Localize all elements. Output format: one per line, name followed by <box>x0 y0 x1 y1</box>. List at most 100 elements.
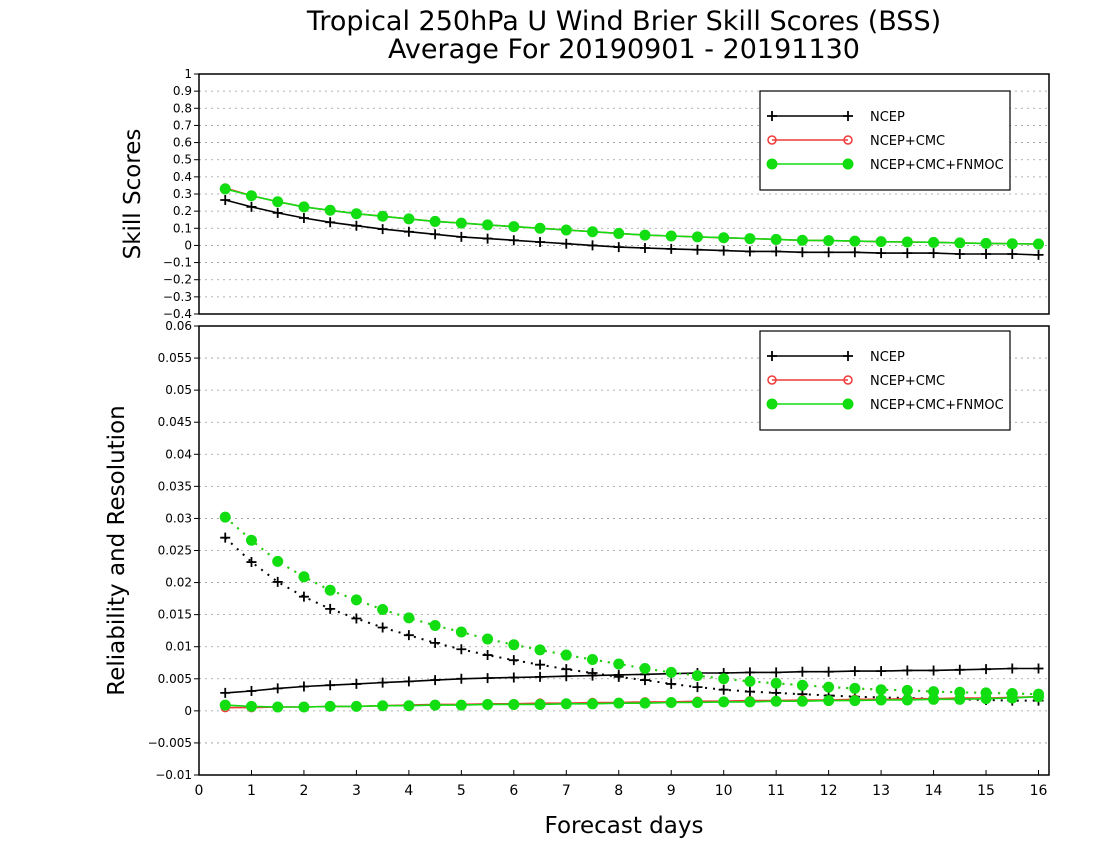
data-point-filled-circle <box>245 534 257 546</box>
data-point-filled-circle <box>823 681 835 693</box>
data-point-filled-circle <box>587 654 599 666</box>
data-point-filled-circle <box>403 700 415 712</box>
data-point-filled-circle <box>587 698 599 710</box>
data-point-filled-circle <box>482 698 494 710</box>
data-point-plus <box>823 666 834 677</box>
data-point-plus <box>849 666 860 677</box>
y-tick-label: 1 <box>184 67 192 81</box>
data-point-filled-circle <box>718 673 730 685</box>
data-point-filled-circle <box>842 398 854 410</box>
data-point-filled-circle <box>560 224 572 236</box>
data-point-plus <box>482 233 493 244</box>
x-tick-label: 5 <box>457 783 466 799</box>
data-point-filled-circle <box>377 604 389 616</box>
data-point-filled-circle <box>842 158 854 170</box>
data-point-plus <box>613 242 624 253</box>
data-point-filled-circle <box>298 571 310 583</box>
data-point-plus <box>1033 663 1044 674</box>
data-point-plus <box>246 557 257 568</box>
data-point-filled-circle <box>875 236 887 248</box>
data-point-filled-circle <box>403 612 415 624</box>
data-point-open-circle <box>843 375 853 385</box>
data-point-filled-circle <box>324 584 336 596</box>
chart-title-line2: Average For 20190901 - 20191130 <box>388 34 860 65</box>
data-point-plus <box>351 220 362 231</box>
y-tick-label: 0.4 <box>173 170 192 184</box>
y-tick-label: −0.01 <box>155 768 192 782</box>
data-point-plus <box>482 673 493 684</box>
y-tick-label: 0.005 <box>158 672 192 686</box>
data-point-plus <box>535 671 546 682</box>
data-point-plus <box>351 678 362 689</box>
data-point-plus <box>403 676 414 687</box>
y-tick-label: 0 <box>184 238 192 252</box>
data-point-filled-circle <box>613 697 625 709</box>
legend: NCEP NCEP+CMC NCEP+CMC+FNMOC <box>759 90 1011 191</box>
x-tick-label: 15 <box>977 783 995 799</box>
data-point-plus <box>876 248 887 259</box>
data-point-plus <box>981 664 992 675</box>
data-point-plus <box>767 111 777 121</box>
data-point-filled-circle <box>901 236 913 248</box>
y-tick-label: 0.8 <box>173 101 192 115</box>
data-point-plus <box>692 244 703 255</box>
data-point-filled-circle <box>272 555 284 567</box>
data-point-plus <box>403 630 414 641</box>
y-tick-label: 0.5 <box>173 153 192 167</box>
data-point-plus <box>246 201 257 212</box>
data-point-plus <box>220 195 231 205</box>
x-tick-label: 1 <box>247 783 256 799</box>
data-point-plus <box>430 637 441 648</box>
data-point-filled-circle <box>691 670 703 682</box>
data-point-filled-circle <box>766 158 778 170</box>
data-point-open-circle <box>767 135 777 145</box>
data-point-filled-circle <box>508 639 520 651</box>
data-point-plus <box>377 677 388 688</box>
data-point-filled-circle <box>665 230 677 242</box>
data-point-filled-circle <box>639 229 651 241</box>
data-point-plus <box>508 672 519 683</box>
x-tick-label: 6 <box>509 783 518 799</box>
data-point-filled-circle <box>954 237 966 249</box>
data-point-filled-circle <box>980 237 992 249</box>
data-point-plus <box>272 207 283 218</box>
series-ncep-cmc-fnmoc-dotted <box>219 511 1045 700</box>
x-axis-label: Forecast days <box>545 813 704 839</box>
data-point-filled-circle <box>219 699 231 711</box>
data-point-filled-circle <box>928 686 940 698</box>
data-point-filled-circle <box>350 594 362 606</box>
legend-entry: NCEP+CMC <box>767 374 945 389</box>
y-tick-label: 0.03 <box>165 511 192 525</box>
data-point-plus <box>876 666 887 677</box>
data-point-plus <box>718 245 729 256</box>
data-point-filled-circle <box>770 695 782 707</box>
series-line <box>224 516 1039 696</box>
data-point-plus <box>692 682 703 693</box>
y-axis-label: Reliability and Resolution <box>104 405 130 695</box>
legend-label: NCEP <box>870 350 905 365</box>
data-point-filled-circle <box>298 701 310 713</box>
data-point-filled-circle <box>350 208 362 220</box>
data-point-plus <box>430 675 441 686</box>
reliability-resolution-panel: −0.01 −0.005 0 0.005 0.01 0.015 0.02 0.025 0.03 0… <box>104 319 1050 839</box>
data-point-filled-circle <box>928 236 940 248</box>
x-tick-label: 2 <box>299 783 308 799</box>
data-point-filled-circle <box>770 233 782 245</box>
data-point-filled-circle <box>639 697 651 709</box>
data-point-plus <box>587 668 598 679</box>
data-point-filled-circle <box>770 677 782 689</box>
data-point-plus <box>298 213 309 223</box>
data-point-filled-circle <box>849 235 861 247</box>
data-point-filled-circle <box>796 234 808 246</box>
data-point-plus <box>843 351 853 361</box>
legend: NCEP NCEP+CMC NCEP+CMC+FNMOC <box>759 330 1011 431</box>
series-ncep-cmc-fnmoc-solid <box>219 183 1045 250</box>
data-point-filled-circle <box>849 695 861 707</box>
y-tick-label: 0.3 <box>173 187 192 201</box>
data-point-filled-circle <box>718 232 730 244</box>
data-point-filled-circle <box>901 694 913 706</box>
data-point-open-circle <box>767 375 777 385</box>
x-tick-label: 7 <box>562 783 571 799</box>
data-point-filled-circle <box>744 233 756 245</box>
data-point-plus <box>981 249 992 259</box>
